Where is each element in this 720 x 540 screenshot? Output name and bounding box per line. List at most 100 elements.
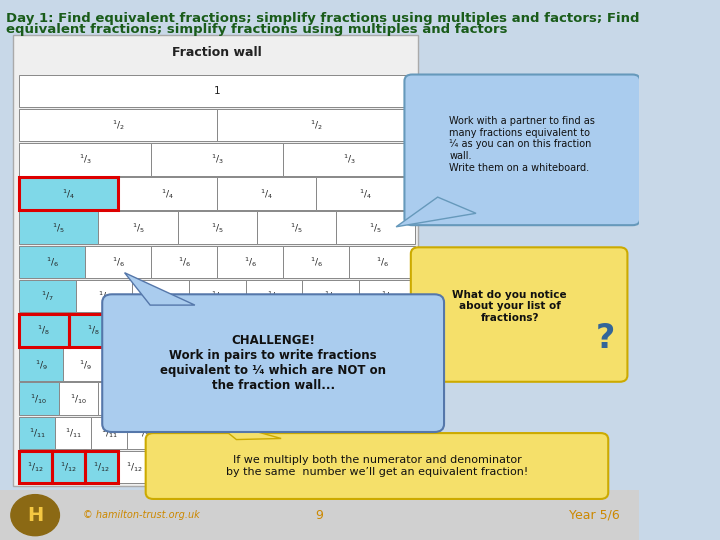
Text: $^{1}/_{9}$: $^{1}/_{9}$ (122, 357, 136, 372)
Bar (19, 451, 52, 483)
Text: $^{1}/_{10}$: $^{1}/_{10}$ (307, 392, 325, 406)
Text: $^{1}/_{11}$: $^{1}/_{11}$ (65, 426, 81, 440)
Text: $^{1}/_{11}$: $^{1}/_{11}$ (353, 426, 370, 440)
Text: $^{1}/_{11}$: $^{1}/_{11}$ (245, 426, 262, 440)
Bar (349, 246, 415, 278)
Text: $^{1}/_{3}$: $^{1}/_{3}$ (343, 152, 356, 166)
Bar (59, 382, 99, 415)
Bar (372, 348, 415, 381)
Text: Day 1: Find equivalent fractions; simplify fractions using multiples and factors: Day 1: Find equivalent fractions; simpli… (6, 12, 640, 25)
Text: $^{1}/_{4}$: $^{1}/_{4}$ (161, 187, 174, 201)
Text: $^{1}/_{10}$: $^{1}/_{10}$ (109, 392, 127, 406)
Bar (19, 75, 415, 107)
Text: $^{1}/_{2}$: $^{1}/_{2}$ (112, 118, 125, 132)
Bar (302, 280, 359, 312)
Text: $^{1}/_{9}$: $^{1}/_{9}$ (387, 357, 400, 372)
Text: $^{1}/_{12}$: $^{1}/_{12}$ (60, 460, 77, 474)
Bar (217, 451, 251, 483)
Bar (85, 246, 151, 278)
Text: Work with a partner to find as
many fractions equivalent to
¹⁄₄ as you can on th: Work with a partner to find as many frac… (449, 116, 595, 173)
Text: $^{1}/_{12}$: $^{1}/_{12}$ (27, 460, 44, 474)
Text: equivalent fractions; simplify fractions using multiples and factors: equivalent fractions; simplify fractions… (6, 23, 508, 36)
Bar (283, 246, 349, 278)
Bar (91, 416, 127, 449)
Bar (217, 314, 266, 347)
Text: $^{1}/_{10}$: $^{1}/_{10}$ (228, 392, 246, 406)
Text: H: H (27, 505, 43, 525)
FancyBboxPatch shape (0, 490, 639, 540)
Text: Year 5/6: Year 5/6 (569, 509, 620, 522)
Text: $^{1}/_{9}$: $^{1}/_{9}$ (299, 357, 312, 372)
Bar (178, 382, 217, 415)
Text: $^{1}/_{8}$: $^{1}/_{8}$ (137, 323, 150, 338)
Text: $^{1}/_{7}$: $^{1}/_{7}$ (381, 289, 394, 303)
Text: $^{1}/_{12}$: $^{1}/_{12}$ (292, 460, 308, 474)
Text: $^{1}/_{11}$: $^{1}/_{11}$ (29, 426, 45, 440)
Text: $^{1}/_{9}$: $^{1}/_{9}$ (35, 357, 48, 372)
Polygon shape (211, 419, 281, 440)
Bar (217, 382, 257, 415)
Bar (271, 416, 307, 449)
Text: $^{1}/_{11}$: $^{1}/_{11}$ (173, 426, 189, 440)
Bar (336, 382, 376, 415)
Text: $^{1}/_{7}$: $^{1}/_{7}$ (154, 289, 167, 303)
Text: $^{1}/_{5}$: $^{1}/_{5}$ (290, 221, 303, 235)
Text: $^{1}/_{11}$: $^{1}/_{11}$ (281, 426, 298, 440)
Bar (107, 348, 151, 381)
Bar (178, 211, 257, 244)
Text: $^{1}/_{5}$: $^{1}/_{5}$ (53, 221, 66, 235)
Bar (19, 348, 63, 381)
Text: $^{1}/_{6}$: $^{1}/_{6}$ (178, 255, 191, 269)
Bar (99, 382, 138, 415)
Text: $^{1}/_{7}$: $^{1}/_{7}$ (211, 289, 224, 303)
Bar (151, 143, 283, 176)
Bar (52, 451, 85, 483)
Text: 1: 1 (214, 86, 220, 96)
Bar (382, 451, 415, 483)
Text: $^{1}/_{8}$: $^{1}/_{8}$ (285, 323, 298, 338)
Text: $^{1}/_{10}$: $^{1}/_{10}$ (268, 392, 285, 406)
Bar (118, 451, 151, 483)
Text: $^{1}/_{10}$: $^{1}/_{10}$ (149, 392, 166, 406)
Bar (266, 314, 316, 347)
Bar (19, 451, 52, 483)
Text: $^{1}/_{11}$: $^{1}/_{11}$ (317, 426, 334, 440)
FancyBboxPatch shape (405, 75, 640, 225)
Circle shape (11, 495, 60, 536)
Bar (19, 211, 99, 244)
Bar (189, 280, 246, 312)
Bar (184, 451, 217, 483)
Bar (118, 177, 217, 210)
Text: $^{1}/_{8}$: $^{1}/_{8}$ (235, 323, 248, 338)
Text: $^{1}/_{3}$: $^{1}/_{3}$ (211, 152, 224, 166)
Bar (257, 382, 297, 415)
Text: $^{1}/_{6}$: $^{1}/_{6}$ (310, 255, 323, 269)
FancyBboxPatch shape (145, 433, 608, 499)
Bar (235, 416, 271, 449)
Text: $^{1}/_{7}$: $^{1}/_{7}$ (267, 289, 280, 303)
Text: $^{1}/_{8}$: $^{1}/_{8}$ (87, 323, 100, 338)
Text: $^{1}/_{9}$: $^{1}/_{9}$ (343, 357, 356, 372)
Bar (379, 416, 415, 449)
Bar (199, 416, 235, 449)
Text: $^{1}/_{4}$: $^{1}/_{4}$ (62, 187, 75, 201)
Text: $^{1}/_{6}$: $^{1}/_{6}$ (112, 255, 125, 269)
Text: $^{1}/_{12}$: $^{1}/_{12}$ (390, 460, 408, 474)
Bar (151, 246, 217, 278)
Polygon shape (393, 296, 422, 329)
Bar (257, 211, 336, 244)
Text: $^{1}/_{10}$: $^{1}/_{10}$ (347, 392, 364, 406)
Text: $^{1}/_{8}$: $^{1}/_{8}$ (335, 323, 348, 338)
Bar (19, 314, 68, 347)
Bar (118, 314, 168, 347)
Bar (68, 314, 118, 347)
Text: $^{1}/_{10}$: $^{1}/_{10}$ (387, 392, 404, 406)
Polygon shape (396, 197, 476, 227)
FancyBboxPatch shape (102, 294, 444, 432)
Bar (239, 348, 283, 381)
FancyBboxPatch shape (411, 247, 627, 382)
Bar (76, 280, 132, 312)
Text: $^{1}/_{12}$: $^{1}/_{12}$ (357, 460, 374, 474)
Bar (168, 314, 217, 347)
Bar (85, 451, 118, 483)
